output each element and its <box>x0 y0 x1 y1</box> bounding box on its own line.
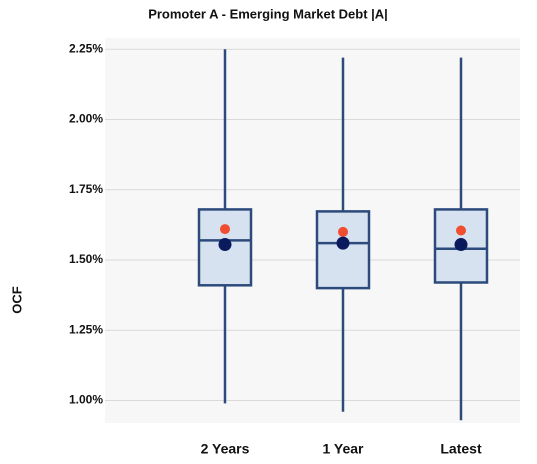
y-tick-label: 2.00% <box>69 112 103 126</box>
y-tick-label: 2.25% <box>69 41 103 55</box>
x-tick-label: Latest <box>440 441 482 457</box>
y-tick-label: 1.75% <box>69 182 103 196</box>
x-tick-label: 2 Years <box>201 441 250 457</box>
mean <box>454 238 468 252</box>
mean <box>218 238 232 252</box>
point <box>220 224 230 235</box>
y-tick-label: 1.50% <box>69 252 103 266</box>
box <box>315 210 371 290</box>
point <box>338 226 348 237</box>
y-axis-label: OCF <box>9 286 24 314</box>
y-tick-label: 1.00% <box>69 393 103 407</box>
mean <box>336 236 350 250</box>
y-tick-label: 1.25% <box>69 322 103 336</box>
x-tick-label: 1 Year <box>322 441 364 457</box>
chart-title: Promoter A - Emerging Market Debt |A| <box>148 6 388 21</box>
point <box>456 225 466 236</box>
